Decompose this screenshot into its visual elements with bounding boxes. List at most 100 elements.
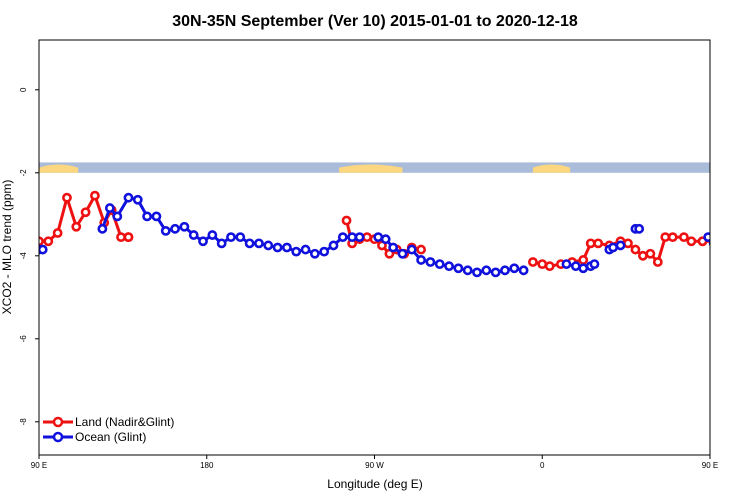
y-tick-label: -2 — [19, 169, 28, 177]
data-point — [341, 215, 352, 226]
data-point — [714, 246, 721, 253]
data-point — [300, 244, 311, 255]
x-axis: 90 E 180 90 W 0 90 E — [31, 455, 718, 470]
data-point — [744, 204, 750, 211]
data-point — [406, 244, 417, 255]
data-point — [416, 244, 426, 255]
legend-land-marker — [52, 416, 64, 428]
data-point — [254, 238, 264, 249]
data-point — [373, 232, 384, 243]
x-tick-label: 0 — [540, 461, 545, 470]
data-point — [263, 240, 274, 251]
data-point — [708, 238, 710, 245]
legend-land-label: Land (Nadir&Glint) — [75, 415, 174, 429]
data-point — [667, 232, 678, 243]
land-patch — [532, 164, 571, 173]
data-point — [686, 236, 697, 247]
data-point — [319, 246, 330, 257]
data-point — [660, 232, 671, 243]
data-point — [608, 242, 618, 253]
data-point — [544, 261, 555, 272]
data-point — [537, 259, 548, 269]
data-point — [453, 263, 464, 274]
data-point — [291, 246, 302, 257]
data-point — [151, 211, 162, 222]
data-point — [62, 192, 72, 203]
data-point — [593, 238, 604, 249]
data-point — [39, 244, 48, 255]
legend: Land (Nadir&Glint) Ocean (Glint) — [43, 415, 174, 444]
landmask-band — [39, 162, 748, 173]
data-point — [272, 242, 283, 253]
legend-ocean-marker — [52, 431, 64, 443]
data-point — [43, 236, 54, 247]
data-point — [244, 238, 255, 249]
legend-item-land: Land (Nadir&Glint) — [43, 415, 174, 429]
y-axis-label: XCO2 - MLO trend (ppm) — [0, 180, 14, 315]
data-point — [309, 248, 320, 259]
data-point — [52, 228, 63, 238]
data-point — [216, 238, 227, 249]
data-point — [71, 221, 82, 232]
data-point — [679, 232, 689, 243]
data-point — [347, 232, 358, 243]
data-point — [462, 265, 473, 276]
data-point — [235, 232, 246, 243]
data-point — [97, 223, 108, 234]
data-point — [615, 240, 626, 251]
data-point — [104, 203, 115, 213]
x-tick-label: 180 — [200, 461, 214, 470]
data-point — [721, 229, 728, 236]
series-ocean — [39, 192, 750, 278]
data-point — [570, 261, 581, 272]
data-point — [188, 230, 199, 240]
data-point — [397, 248, 408, 259]
data-point — [731, 194, 738, 201]
data-point — [179, 221, 190, 232]
data-point — [207, 230, 218, 240]
y-tick-label: -8 — [19, 418, 28, 426]
data-point — [708, 240, 710, 247]
data-point — [416, 255, 426, 265]
data-point — [500, 265, 510, 276]
data-point — [481, 265, 492, 276]
data-point — [425, 257, 436, 267]
land-patch — [39, 164, 79, 173]
data-point — [509, 263, 520, 274]
land-patch — [339, 164, 403, 173]
land-patch — [714, 165, 748, 173]
data-point — [328, 240, 339, 251]
y-tick-label: -4 — [19, 252, 28, 260]
data-point — [472, 267, 482, 278]
legend-item-ocean: Ocean (Glint) — [43, 430, 146, 444]
series-line — [732, 198, 750, 244]
x-tick-label: 90 E — [702, 461, 718, 470]
data-point — [703, 232, 710, 243]
data-point — [518, 265, 529, 276]
legend-ocean-label: Ocean (Glint) — [75, 430, 146, 444]
data-point — [444, 261, 454, 272]
data-point — [160, 225, 171, 236]
data-point — [132, 194, 143, 205]
data-point — [226, 232, 236, 243]
data-point — [729, 225, 736, 232]
x-tick-label: 90 E — [31, 461, 47, 470]
chart-title: 30N-35N September (Ver 10) 2015-01-01 to… — [172, 13, 578, 30]
data-point — [80, 207, 91, 218]
data-point — [434, 259, 445, 269]
data-point — [337, 232, 348, 243]
data-point — [281, 242, 292, 253]
data-point — [589, 259, 600, 269]
x-tick-label: 90 W — [365, 461, 384, 470]
series-layer — [39, 190, 750, 278]
data-point — [123, 192, 134, 203]
y-tick-label: -6 — [19, 335, 28, 343]
data-point — [740, 223, 747, 230]
data-point — [388, 242, 399, 253]
data-point — [638, 250, 648, 261]
data-point — [90, 190, 100, 201]
data-point — [623, 238, 633, 249]
data-point — [354, 232, 365, 243]
data-point — [198, 236, 208, 247]
